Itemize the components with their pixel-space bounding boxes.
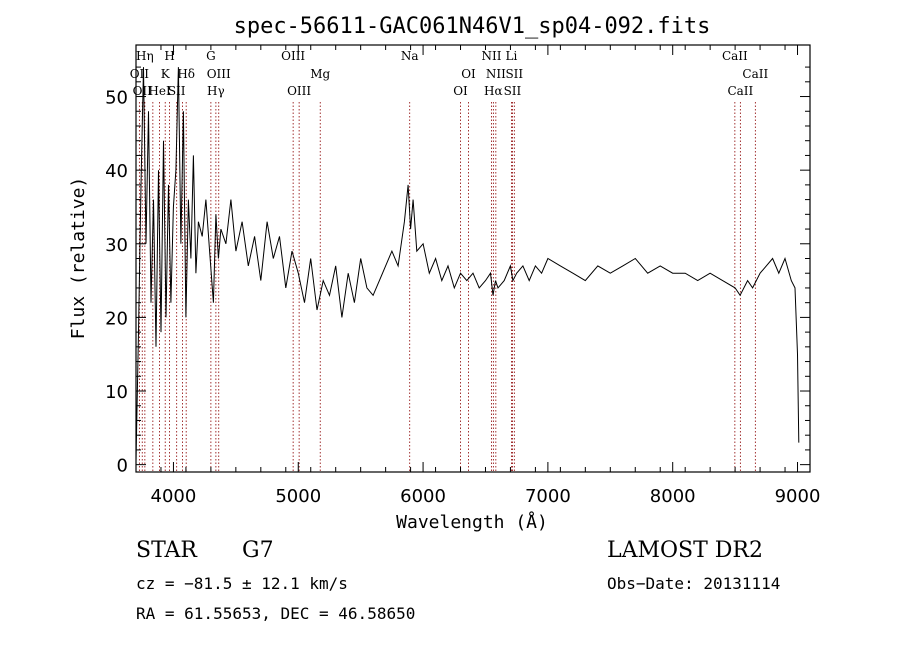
- marker-label-10: G: [206, 49, 216, 63]
- x-axis-label: Wavelength (Å): [396, 511, 548, 533]
- x-tick-label-3: 7000: [525, 486, 571, 507]
- spectrum-line: [135, 67, 800, 462]
- y-axis-label: Flux (relative): [68, 177, 89, 340]
- axis-ticks: 4000 5000 6000 7000 8000 9000 0 10 20 30 40 50: [105, 45, 820, 507]
- observation-date: Obs−Date: 20131114: [607, 574, 781, 593]
- marker-label-4: HeI: [148, 84, 171, 98]
- marker-label-15: Mg: [310, 67, 330, 81]
- spectral-line-markers: OII OII Hη HeI KH SII Hδ G Hγ OIII OIII OIII Mg Na OI O…: [130, 49, 768, 472]
- marker-label-23: SII: [504, 84, 522, 98]
- marker-label-13: OIII: [281, 49, 305, 63]
- marker-label-19: NII: [481, 49, 501, 63]
- marker-label-18: OI: [461, 67, 476, 81]
- redshift-velocity: cz = −81.5 ± 12.1 km/s: [136, 574, 348, 593]
- y-tick-label-1: 10: [105, 382, 128, 403]
- y-tick-label-5: 50: [105, 88, 128, 109]
- marker-label-27: CaII: [742, 67, 768, 81]
- marker-label-26: CaII: [727, 84, 753, 98]
- chart-title: spec-56611-GAC061N46V1_sp04-092.fits: [234, 14, 711, 39]
- x-tick-label-1: 5000: [275, 486, 321, 507]
- marker-label-12: OIII: [207, 67, 231, 81]
- marker-label-20: Hα: [484, 84, 503, 98]
- marker-label-16: Na: [401, 49, 419, 63]
- x-tick-label-4: 8000: [650, 486, 696, 507]
- coordinates: RA = 61.55653, DEC = 46.58650: [136, 604, 416, 623]
- x-tick-label-2: 6000: [400, 486, 446, 507]
- marker-label-6: H: [164, 49, 174, 63]
- marker-label-22: Li: [506, 49, 518, 63]
- x-tick-label-0: 4000: [151, 486, 197, 507]
- marker-label-11: Hγ: [207, 84, 225, 98]
- marker-label-7: SII: [168, 84, 186, 98]
- marker-label-25: CaII: [722, 49, 748, 63]
- y-tick-label-4: 40: [105, 161, 128, 182]
- object-subclass: G7: [242, 538, 274, 563]
- y-tick-label-2: 20: [105, 308, 128, 329]
- y-tick-label-3: 30: [105, 235, 128, 256]
- plot-frame: [135, 44, 811, 473]
- marker-label-17: OI: [453, 84, 468, 98]
- object-class: STAR: [136, 538, 197, 563]
- marker-label-2: Hη: [136, 49, 154, 63]
- marker-label-24: SII: [505, 67, 523, 81]
- marker-label-5: K: [161, 67, 171, 81]
- marker-label-9: Hδ: [177, 67, 195, 81]
- y-tick-label-0: 0: [117, 456, 128, 477]
- marker-label-21: NII: [486, 67, 506, 81]
- survey-name: LAMOST DR2: [607, 538, 763, 563]
- x-tick-label-5: 9000: [775, 486, 821, 507]
- marker-label-0: OII: [130, 67, 150, 81]
- marker-label-1: OII: [133, 84, 153, 98]
- marker-label-14: OIII: [287, 84, 311, 98]
